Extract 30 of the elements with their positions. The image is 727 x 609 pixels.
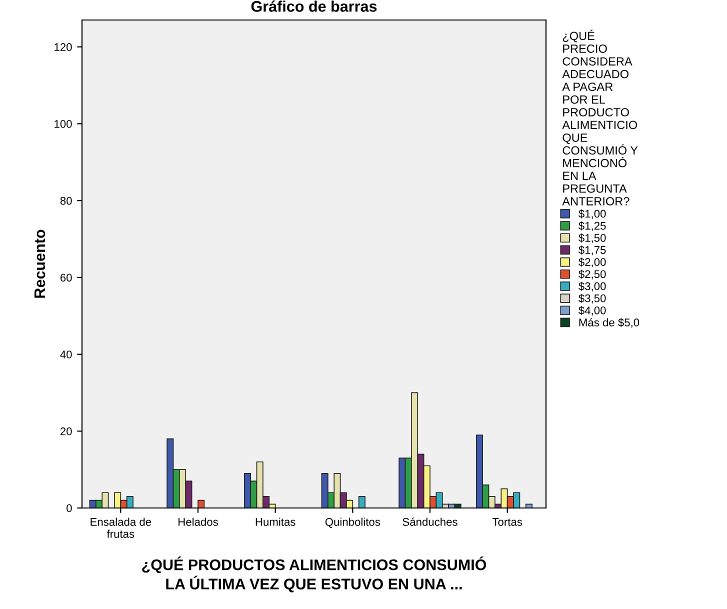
x-tick-label: Sánduches: [402, 518, 458, 526]
y-tick-label: 120: [54, 43, 72, 52]
legend-label: $1,75: [578, 246, 606, 256]
bar: [198, 500, 205, 508]
legend-label: $1,50: [578, 233, 606, 244]
legend-label: $2,00: [578, 258, 606, 268]
y-axis-title: Recuento: [34, 230, 46, 298]
legend-label: $3,50: [578, 294, 606, 304]
x-tick-label: Helados: [178, 518, 218, 526]
y-tick-label: 100: [54, 120, 72, 128]
legend-label: $3,00: [578, 282, 606, 292]
y-tick-label: 20: [60, 427, 72, 436]
legend-label: $1,25: [578, 221, 606, 232]
legend-label: $4,00: [578, 306, 606, 316]
legend-label: Más de $5,0: [579, 318, 640, 328]
y-tick-label: 60: [60, 274, 72, 282]
legend-label: $1,00: [578, 209, 606, 219]
legend-label: $2,50: [578, 270, 606, 280]
text: ¿QUÉ PRECIO CONSIDERA ADECUADO A PAGAR POR EL PRODUCTO ALIMENTICIO QUE CONSUMIÓ Y MENCIONÓ EN LA PREGUNTA ANTERIOR?: [562, 30, 638, 206]
y-tick-label: 40: [60, 350, 72, 358]
y-tick-label: 80: [60, 196, 72, 205]
bar: [525, 504, 532, 508]
x-tick-label: Tortas: [492, 518, 522, 526]
bar: [358, 496, 366, 508]
x-axis-title: ¿QUÉ PRODUCTOS ALIMENTICIOS CONSUMIÓ LA ÚLTIMA VEZ QUE ESTUVO EN UNA ...: [142, 556, 486, 592]
x-tick-label: Humitas: [256, 518, 296, 526]
x-tick-label: Quinbolitos: [325, 518, 380, 528]
chart-title: Gráfico de barras: [251, 0, 377, 12]
x-tick-label: Ensalada de frutas: [90, 518, 152, 538]
y-tick-label: 0: [66, 504, 72, 512]
